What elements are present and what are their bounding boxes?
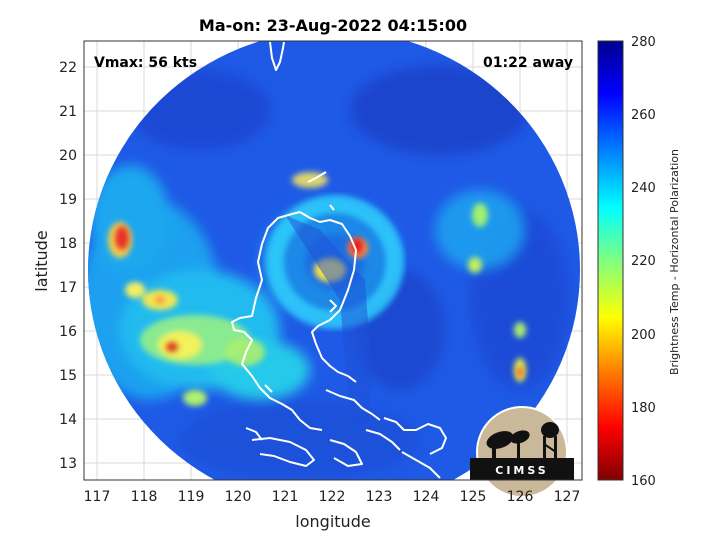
y-axis: 13 14 15 16 17 18 19 20 21 22 latitude bbox=[32, 60, 77, 472]
time-away-label: 01:22 away bbox=[483, 55, 573, 71]
microwave-swath bbox=[88, 41, 580, 480]
y-tick-label: 21 bbox=[59, 104, 77, 120]
colorbar-tick: 260 bbox=[631, 108, 656, 123]
x-tick-label: 121 bbox=[272, 489, 299, 505]
map-plot: CIMSS Vmax: 56 kts 01:22 away bbox=[83, 40, 583, 498]
cimss-logo: CIMSS bbox=[470, 406, 574, 498]
colorbar-gradient bbox=[597, 40, 624, 481]
y-tick-label: 18 bbox=[59, 236, 77, 252]
y-tick-label: 22 bbox=[59, 60, 77, 76]
y-tick-label: 20 bbox=[59, 148, 77, 164]
logo-text: CIMSS bbox=[495, 464, 548, 477]
satellite-dish-icon bbox=[486, 430, 530, 458]
y-tick-label: 17 bbox=[59, 280, 77, 296]
x-tick-label: 117 bbox=[84, 489, 111, 505]
y-tick-label: 14 bbox=[59, 412, 77, 428]
x-tick-label: 122 bbox=[319, 489, 346, 505]
y-tick-label: 15 bbox=[59, 368, 77, 384]
x-tick-label: 123 bbox=[366, 489, 393, 505]
x-axis-label: longitude bbox=[295, 512, 370, 531]
x-tick-label: 120 bbox=[225, 489, 252, 505]
colorbar-tick: 220 bbox=[631, 254, 656, 269]
colorbar: 280 260 240 220 200 180 160 Brightness T… bbox=[597, 35, 681, 489]
x-axis: 117 118 119 120 121 122 123 124 125 126 … bbox=[84, 489, 581, 531]
vmax-label: Vmax: 56 kts bbox=[94, 55, 197, 71]
colorbar-tick: 180 bbox=[631, 401, 656, 416]
x-tick-label: 118 bbox=[131, 489, 158, 505]
coastlines bbox=[231, 41, 447, 479]
y-tick-label: 19 bbox=[59, 192, 77, 208]
water-tower-icon bbox=[541, 422, 559, 458]
colorbar-label: Brightness Temp - Horizontal Polarizatio… bbox=[668, 149, 681, 375]
plot-frame bbox=[83, 40, 583, 481]
y-axis-label: latitude bbox=[32, 230, 51, 291]
y-tick-label: 16 bbox=[59, 324, 77, 340]
x-tick-label: 126 bbox=[507, 489, 534, 505]
x-tick-label: 124 bbox=[413, 489, 440, 505]
x-tick-label: 125 bbox=[460, 489, 487, 505]
colorbar-tick: 160 bbox=[631, 474, 656, 489]
colorbar-tick: 240 bbox=[631, 181, 656, 196]
y-tick-label: 13 bbox=[59, 456, 77, 472]
figure-title: Ma-on: 23-Aug-2022 04:15:00 bbox=[199, 16, 467, 35]
colorbar-tick: 200 bbox=[631, 328, 656, 343]
x-tick-label: 127 bbox=[554, 489, 581, 505]
x-tick-label: 119 bbox=[178, 489, 205, 505]
colorbar-tick: 280 bbox=[631, 35, 656, 50]
